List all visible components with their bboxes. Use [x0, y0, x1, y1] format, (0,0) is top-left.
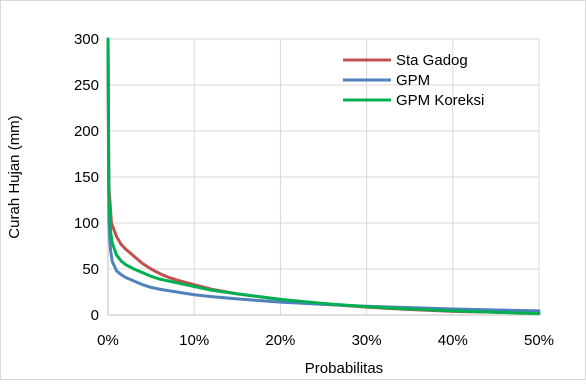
- x-tick-label: 10%: [179, 332, 209, 349]
- legend-label-gpm-koreksi: GPM Koreksi: [396, 92, 484, 109]
- y-tick-label: 300: [74, 31, 99, 48]
- legend: Sta Gadog GPM GPM Koreksi: [343, 52, 484, 109]
- y-tick-label: 100: [74, 215, 99, 232]
- legend-label-sta-gadog: Sta Gadog: [396, 52, 468, 69]
- x-tick-label: 40%: [438, 332, 468, 349]
- y-tick-label: 150: [74, 169, 99, 186]
- x-tick-label: 30%: [352, 332, 382, 349]
- series-line-gpm: [106, 37, 541, 313]
- series-line-gpm-koreksi: [106, 37, 541, 316]
- x-tick-label: 20%: [265, 332, 295, 349]
- x-axis-title: Probabilitas: [305, 360, 383, 377]
- series-lines: [106, 37, 541, 316]
- y-tick-label: 250: [74, 77, 99, 94]
- y-axis-title: Curah Hujan (mm): [6, 115, 23, 238]
- legend-label-gpm: GPM: [396, 72, 430, 89]
- y-tick-label: 50: [82, 261, 99, 278]
- grid: [108, 38, 540, 315]
- x-tick-label: 50%: [524, 332, 554, 349]
- series-line-sta-gadog: [106, 37, 541, 315]
- y-tick-label: 200: [74, 123, 99, 140]
- x-tick-label: 0%: [97, 332, 119, 349]
- axes: 0 50 100 150 200 250 300 0% 10% 20% 30% 40% 50%: [74, 31, 554, 349]
- y-tick-label: 0: [91, 307, 99, 324]
